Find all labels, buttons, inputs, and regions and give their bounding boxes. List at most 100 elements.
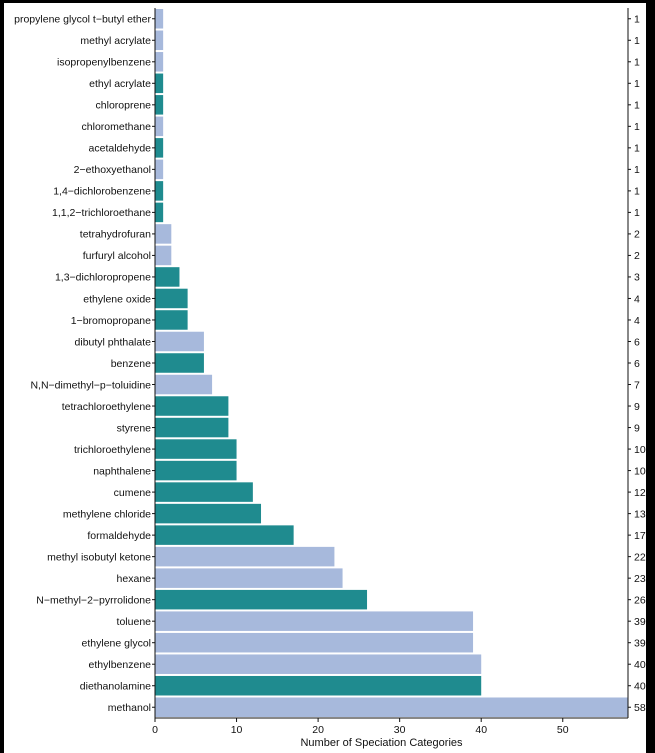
bar — [155, 73, 164, 94]
value-label: 1 — [634, 100, 640, 112]
bar — [155, 568, 343, 588]
value-label: 1 — [634, 207, 640, 219]
x-ticks-group: 0 10 20 30 40 50 — [152, 718, 569, 736]
category-label: naphthalene — [93, 465, 151, 477]
category-label: 1,3−dichloropropene — [55, 272, 151, 284]
category-label: trichloroethylene — [74, 444, 151, 456]
bar — [155, 353, 204, 373]
value-label: 1 — [634, 57, 640, 69]
value-label: 39 — [634, 637, 646, 649]
bar — [155, 30, 164, 51]
bar — [155, 546, 335, 567]
x-axis-title: Number of Speciation Categories — [300, 737, 463, 749]
bar — [155, 654, 482, 674]
category-label: ethylene glycol — [82, 637, 151, 649]
bar — [155, 52, 164, 72]
category-label: chloroprene — [96, 100, 152, 112]
bar — [155, 697, 628, 717]
value-label: 1 — [634, 186, 640, 198]
value-label: 7 — [634, 379, 640, 391]
category-label: tetrahydrofuran — [80, 229, 151, 241]
bar — [155, 310, 188, 330]
category-label: furfuryl alcohol — [83, 250, 151, 262]
value-label: 1 — [634, 143, 640, 155]
value-label: 6 — [634, 358, 640, 370]
category-label: benzene — [111, 358, 151, 370]
category-label: methyl acrylate — [80, 35, 151, 47]
bar — [155, 9, 164, 29]
category-label: chloromethane — [82, 121, 152, 133]
value-label: 1 — [634, 164, 640, 176]
category-label: methylene chloride — [63, 508, 151, 520]
value-label: 39 — [634, 616, 646, 628]
category-label: N,N−dimethyl−p−toluidine — [30, 379, 151, 391]
category-label: cumene — [114, 487, 152, 499]
value-label: 1 — [634, 78, 640, 90]
category-label: 1−bromopropane — [71, 315, 151, 327]
bar — [155, 159, 164, 180]
value-label: 23 — [634, 573, 646, 585]
bar — [155, 138, 164, 158]
bar — [155, 632, 474, 653]
bar — [155, 267, 180, 287]
x-tick-label: 30 — [394, 724, 406, 736]
x-tick-label: 50 — [557, 724, 569, 736]
bar — [155, 589, 368, 610]
category-label: 2−ethoxyethanol — [74, 164, 151, 176]
category-labels-group: propylene glycol t−butyl ether methyl acr… — [14, 14, 631, 714]
value-label: 17 — [634, 530, 646, 542]
category-label: 1,4−dichlorobenzene — [53, 186, 151, 198]
bar — [155, 224, 172, 244]
value-label: 1 — [634, 14, 640, 26]
category-label: acetaldehyde — [89, 143, 152, 155]
x-tick-label: 20 — [312, 724, 324, 736]
category-label: ethylene oxide — [83, 293, 151, 305]
x-tick-label: 0 — [152, 724, 158, 736]
value-label: 26 — [634, 594, 646, 606]
value-label: 9 — [634, 422, 640, 434]
category-label: styrene — [117, 422, 152, 434]
category-label: tetrachloroethylene — [62, 401, 151, 413]
category-label: N−methyl−2−pyrrolidone — [36, 594, 151, 606]
value-label: 1 — [634, 35, 640, 47]
category-label: ethylbenzene — [89, 659, 152, 671]
bar — [155, 460, 237, 481]
value-label: 4 — [634, 315, 640, 327]
bars-group — [155, 9, 628, 717]
value-label: 9 — [634, 401, 640, 413]
category-label: ethyl acrylate — [89, 78, 151, 90]
value-label: 1 — [634, 121, 640, 133]
category-label: diethanolamine — [80, 681, 151, 693]
bar — [155, 525, 294, 545]
value-label: 12 — [634, 487, 646, 499]
bar — [155, 95, 164, 115]
x-tick-label: 40 — [475, 724, 487, 736]
value-label: 2 — [634, 250, 640, 262]
value-label: 2 — [634, 229, 640, 241]
value-label: 40 — [634, 659, 646, 671]
value-label: 10 — [634, 465, 646, 477]
bar — [155, 396, 229, 416]
value-label: 22 — [634, 551, 646, 563]
bar — [155, 482, 253, 502]
value-label: 4 — [634, 293, 640, 305]
value-label: 40 — [634, 681, 646, 693]
bar — [155, 439, 237, 459]
value-label: 3 — [634, 272, 640, 284]
bar — [155, 331, 204, 352]
category-label: methyl isobutyl ketone — [47, 551, 151, 563]
category-label: dibutyl phthalate — [75, 336, 152, 348]
bar — [155, 245, 172, 266]
bar — [155, 202, 164, 223]
bar — [155, 374, 213, 395]
category-label: isopropenylbenzene — [57, 57, 151, 69]
value-label: 58 — [634, 702, 646, 714]
x-tick-label: 10 — [231, 724, 243, 736]
value-label: 13 — [634, 508, 646, 520]
bar — [155, 503, 262, 524]
category-label: hexane — [117, 573, 152, 585]
category-label: toluene — [117, 616, 152, 628]
category-label: formaldehyde — [87, 530, 151, 542]
